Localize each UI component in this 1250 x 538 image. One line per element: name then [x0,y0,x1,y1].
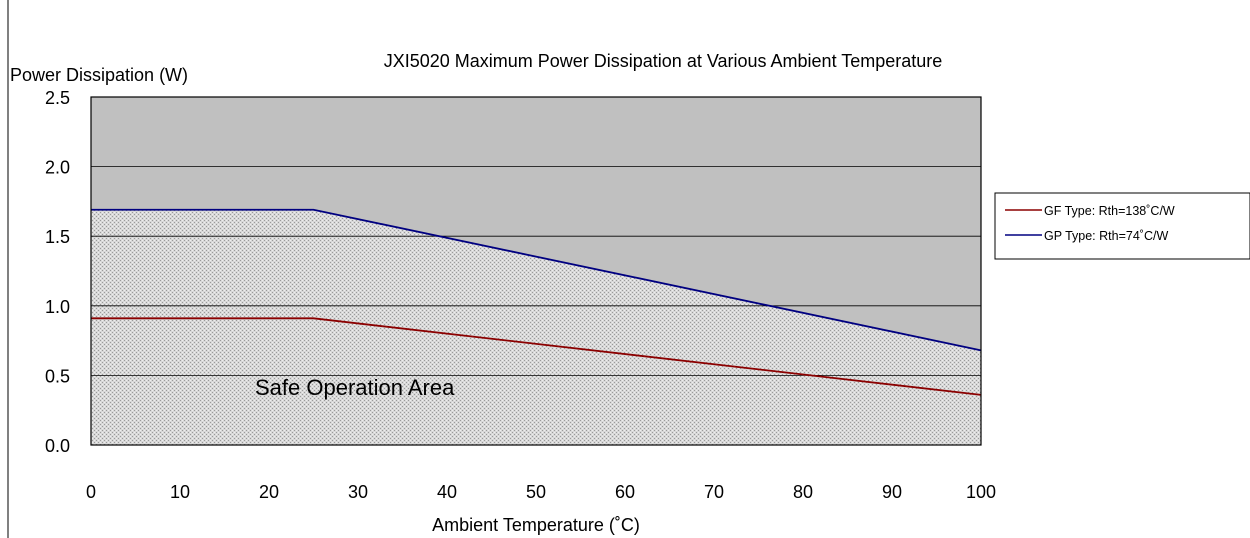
y-tick-label: 0.0 [45,436,70,456]
y-tick-label: 1.0 [45,297,70,317]
y-tick-label: 2.5 [45,88,70,108]
x-tick-label: 80 [793,482,813,502]
x-tick-label: 40 [437,482,457,502]
legend-box [994,192,1250,260]
y-tick-label: 0.5 [45,366,70,386]
y-tick-label: 1.5 [45,227,70,247]
x-axis-label: Ambient Temperature (˚C) [432,515,640,535]
series-lines [91,208,982,396]
x-tick-label: 50 [526,482,546,502]
gridlines [91,166,981,376]
x-tick-label: 10 [170,482,190,502]
x-tick-label: 70 [704,482,724,502]
y-tick-labels: 0.0 0.5 1.0 1.5 2.0 2.5 [45,88,70,456]
series-line-gp [91,208,982,352]
y-axis-label: Power Dissipation (W) [10,65,188,85]
plot-area-frame [90,96,982,446]
y-tick-label: 2.0 [45,158,70,178]
x-tick-label: 20 [259,482,279,502]
chart-title: JXI5020 Maximum Power Dissipation at Var… [384,51,943,71]
x-tick-label: 90 [882,482,902,502]
x-tick-label: 100 [966,482,996,502]
legend-label: GP Type: Rth=74˚C/W [1044,229,1168,243]
legend: GF Type: Rth=138˚C/W GP Type: Rth=74˚C/W [994,192,1250,260]
safe-operation-annotation: Safe Operation Area [255,375,455,400]
x-tick-labels: 0 10 20 30 40 50 60 70 80 90 100 [86,482,996,502]
x-tick-label: 60 [615,482,635,502]
x-tick-label: 30 [348,482,368,502]
safe-operation-area [91,209,981,445]
series-line-gf [91,317,982,396]
x-tick-label: 0 [86,482,96,502]
legend-label: GF Type: Rth=138˚C/W [1044,204,1175,218]
